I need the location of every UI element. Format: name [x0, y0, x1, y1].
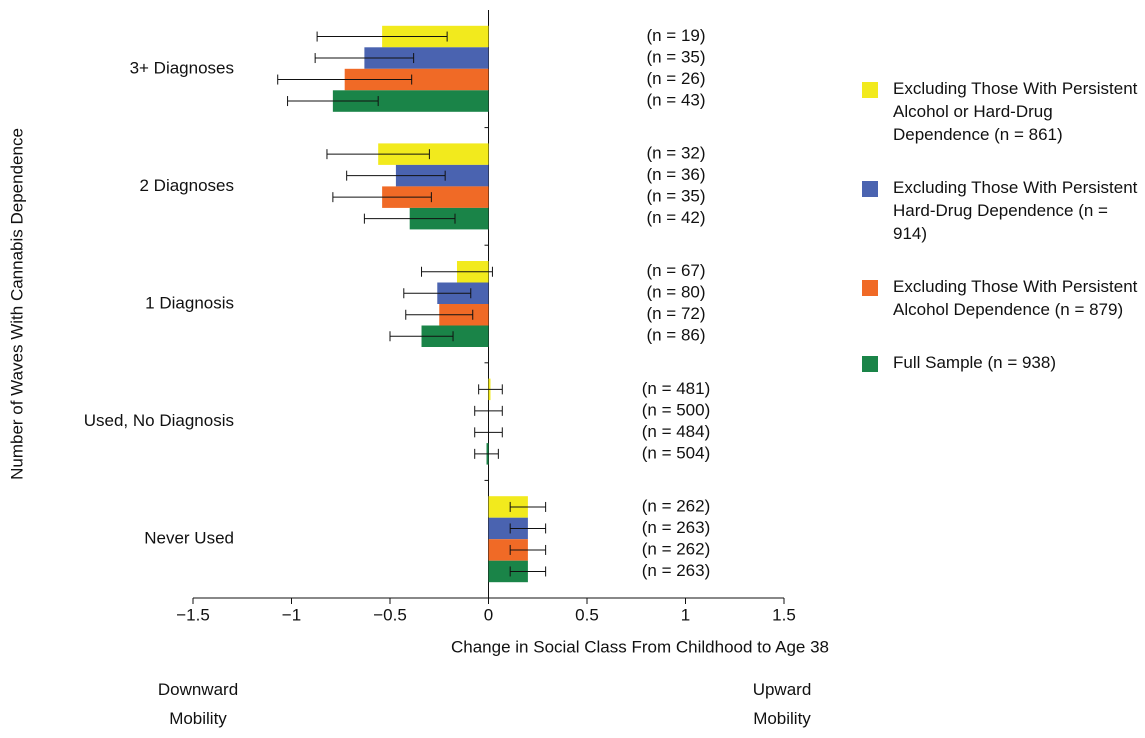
annotation: Downward Mobility: [158, 680, 238, 728]
bar: [364, 47, 489, 69]
bar: [378, 143, 489, 165]
bar: [344, 68, 489, 91]
n-label: (n = 504): [642, 443, 711, 462]
n-label: (n = 263): [642, 518, 711, 537]
n-label: (n = 500): [642, 400, 711, 419]
n-label: (n = 35): [646, 48, 705, 67]
n-label: (n = 43): [646, 91, 705, 110]
bar: [488, 496, 528, 518]
x-tick-label: 0.5: [575, 605, 599, 624]
legend-swatch: [862, 181, 878, 197]
n-label: (n = 263): [642, 561, 711, 580]
legend-label: Full Sample (n = 938): [893, 353, 1056, 372]
n-label: (n = 481): [642, 379, 711, 398]
x-tick-label: 1.5: [772, 605, 796, 624]
legend-swatch: [862, 82, 878, 98]
n-label: (n = 42): [646, 208, 705, 227]
n-label: (n = 262): [642, 496, 711, 515]
bar: [382, 186, 489, 208]
n-label: (n = 67): [646, 261, 705, 280]
category-label: 2 Diagnoses: [139, 176, 234, 195]
n-label: (n = 262): [642, 539, 711, 558]
bar: [421, 325, 489, 347]
category-label: Used, No Diagnosis: [84, 411, 234, 430]
y-axis-label: Number of Waves With Cannabis Dependence: [7, 128, 26, 480]
category-label: 1 Diagnosis: [145, 293, 234, 312]
n-label: (n = 36): [646, 165, 705, 184]
category-label: 3+ Diagnoses: [130, 58, 234, 77]
bar: [488, 517, 528, 540]
x-tick-label: −1.5: [176, 605, 210, 624]
x-tick-label: 1: [681, 605, 690, 624]
n-label: (n = 72): [646, 304, 705, 323]
legend-swatch: [862, 280, 878, 296]
n-label: (n = 26): [646, 69, 705, 88]
n-label: (n = 80): [646, 283, 705, 302]
legend-swatch: [862, 356, 878, 372]
n-label: (n = 32): [646, 144, 705, 163]
n-label: (n = 19): [646, 26, 705, 45]
bar: [488, 539, 528, 561]
n-label: (n = 35): [646, 187, 705, 206]
x-axis-label: Change in Social Class From Childhood to…: [451, 637, 829, 656]
bar: [488, 560, 528, 583]
n-label: (n = 484): [642, 422, 711, 441]
legend-label: Excluding Those With Persistent Alcohol D…: [893, 277, 1138, 319]
legend-label: Excluding Those With Persistent Alcohol o…: [893, 79, 1138, 144]
category-label: Never Used: [144, 529, 234, 548]
n-label: (n = 86): [646, 326, 705, 345]
x-tick-label: −1: [282, 605, 301, 624]
x-tick-label: −0.5: [373, 605, 407, 624]
bar: [332, 90, 489, 112]
legend-label: Excluding Those With Persistent Hard-Drug…: [893, 178, 1138, 243]
x-tick-label: 0: [484, 605, 493, 624]
annotation: Upward Mobility: [753, 680, 812, 728]
